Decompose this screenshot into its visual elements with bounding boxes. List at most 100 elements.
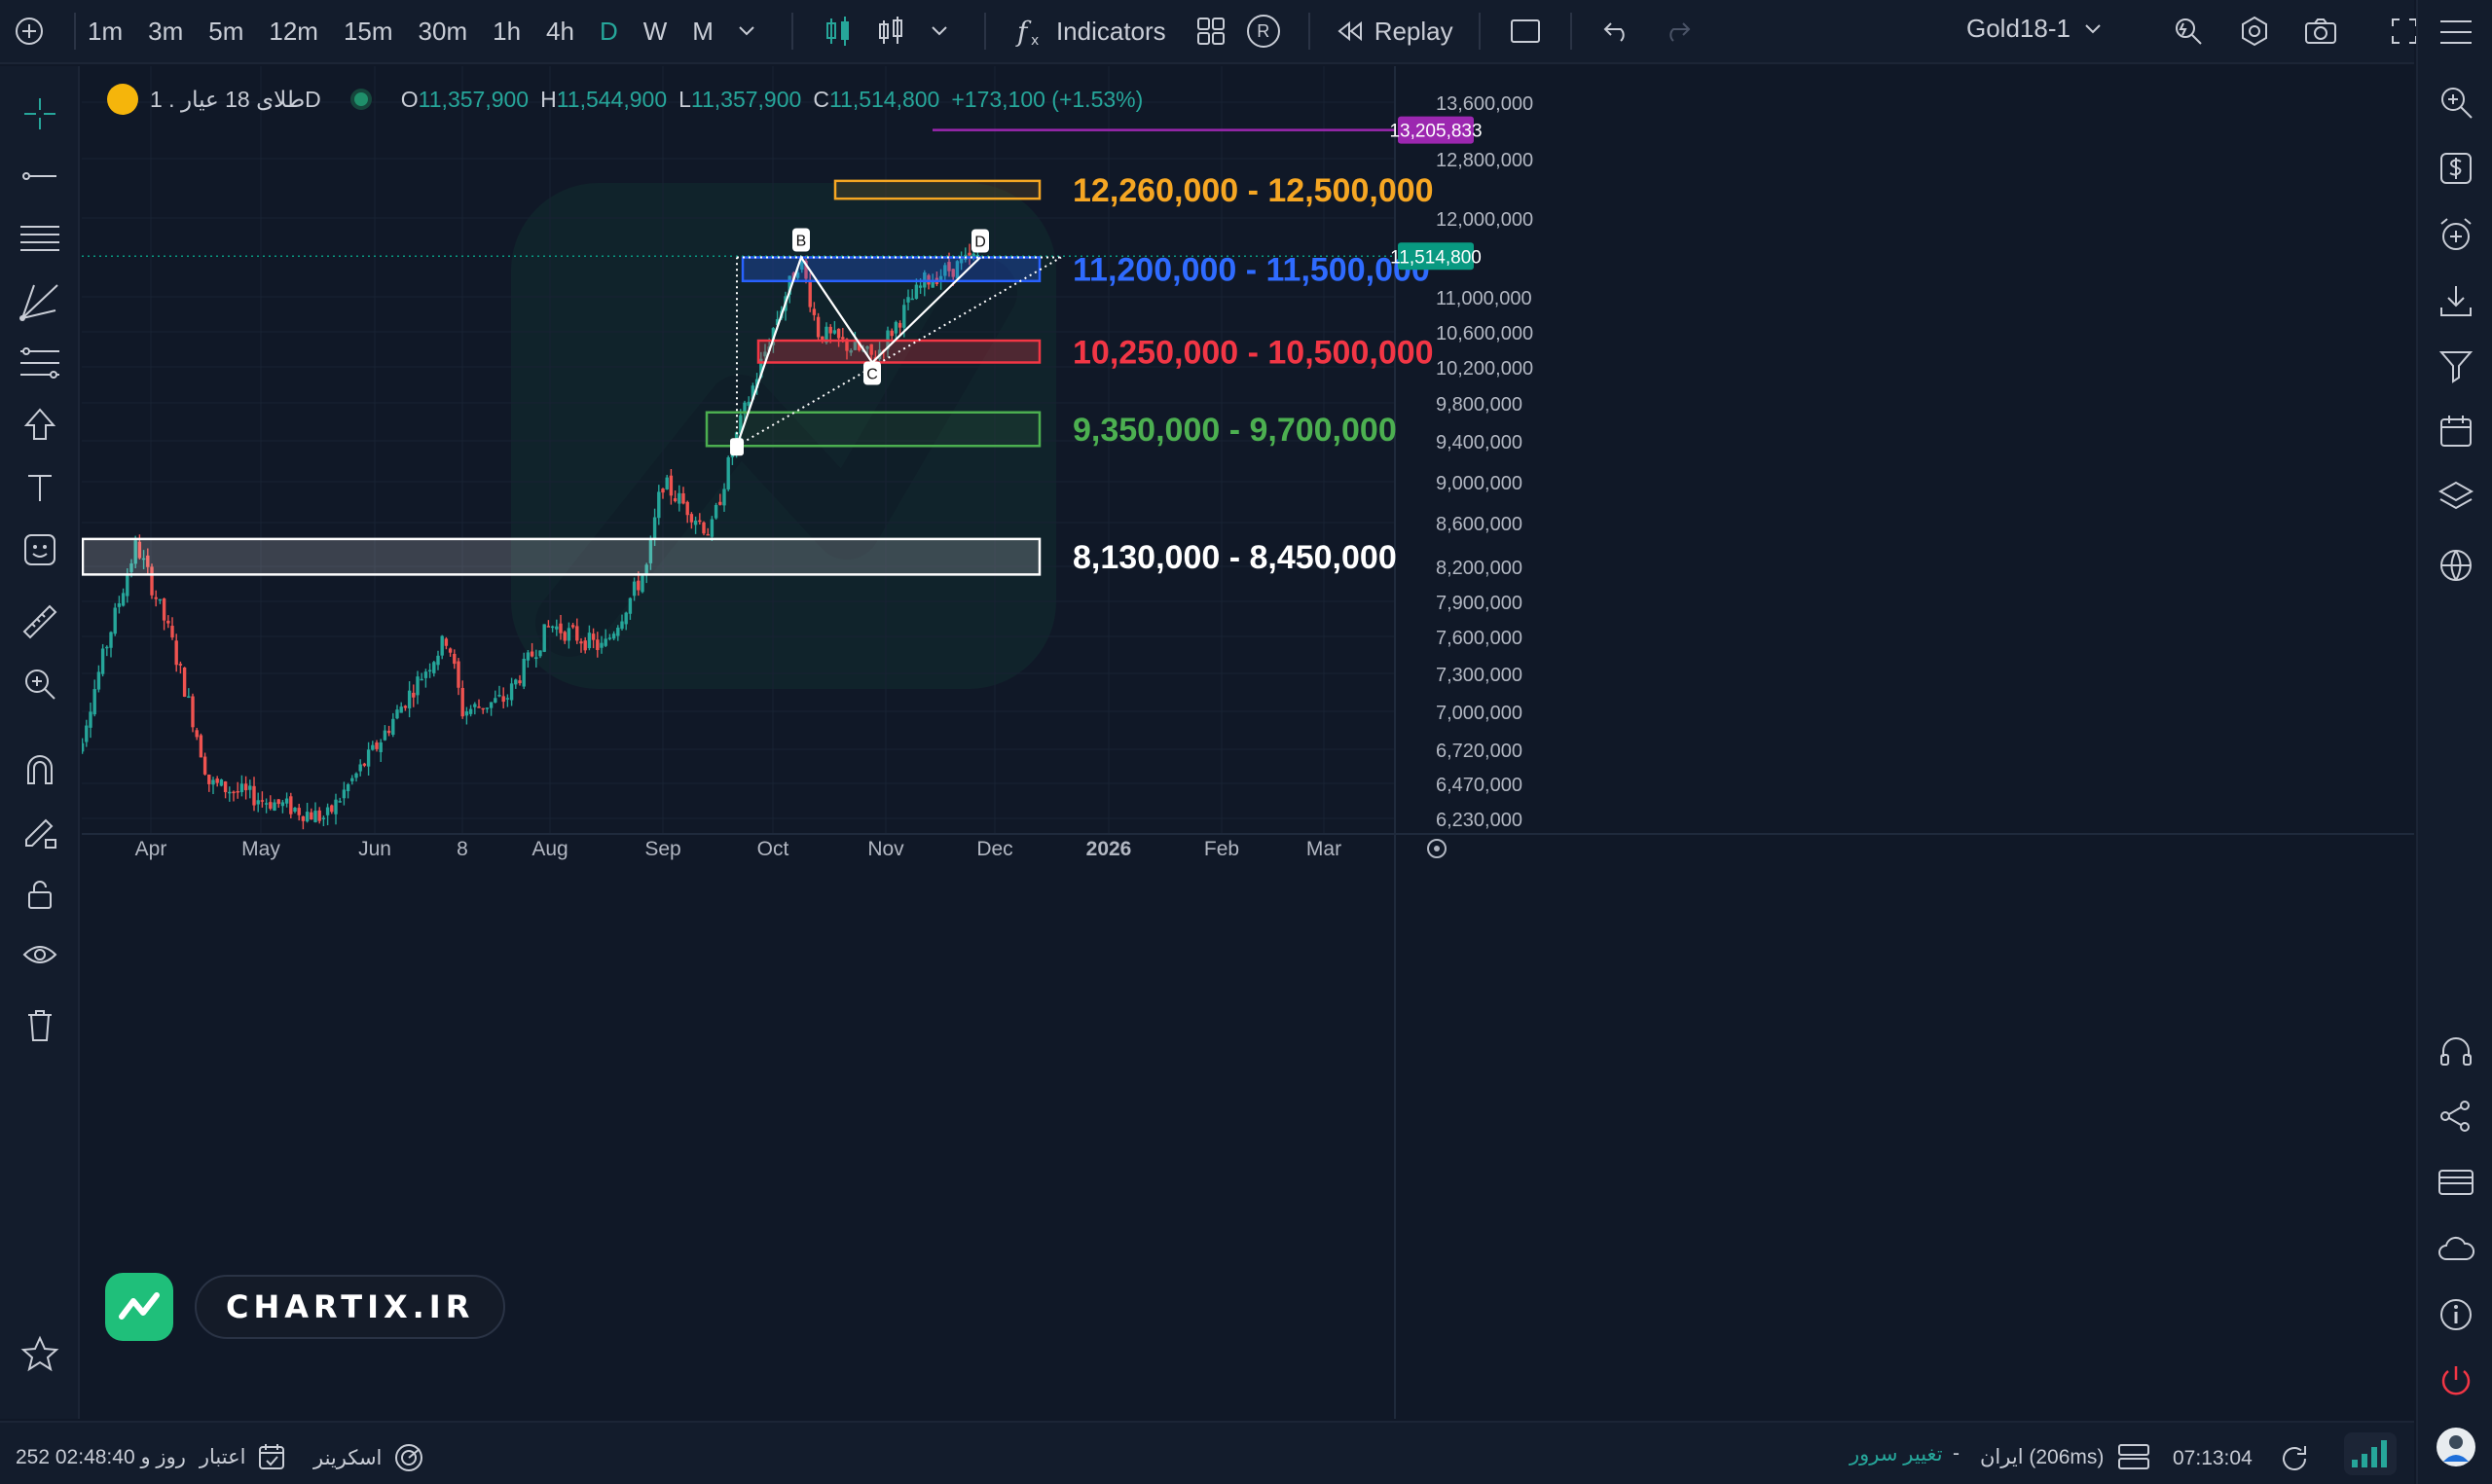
trend-line-icon[interactable]: [18, 154, 62, 199]
undo-icon[interactable]: [1597, 12, 1636, 51]
bar-chart-type-icon[interactable]: [871, 12, 910, 51]
r-badge[interactable]: R: [1244, 12, 1283, 51]
magnet-icon[interactable]: [18, 747, 62, 792]
globe-icon[interactable]: [2434, 543, 2478, 588]
add-symbol-icon[interactable]: [10, 12, 49, 51]
zone-blue[interactable]: 11,200,000 - 11,500,000: [741, 252, 1430, 289]
trash-icon[interactable]: [18, 1002, 62, 1047]
cloud-icon[interactable]: [2434, 1226, 2478, 1271]
legend-change: +173,100 (+1.53%): [951, 86, 1144, 112]
horizontal-line-price-tag: 13,205,833: [1389, 116, 1483, 144]
rectangle-select-icon[interactable]: [1506, 12, 1545, 51]
favorites-star-icon[interactable]: [18, 1331, 62, 1376]
candle: [591, 628, 596, 649]
timeframe-12m[interactable]: 12m: [269, 16, 318, 46]
zone-orange[interactable]: 12,260,000 - 12,500,000: [833, 172, 1434, 209]
candle: [550, 625, 555, 633]
fib-retracement-icon[interactable]: [18, 341, 62, 385]
candle: [747, 396, 751, 410]
candle: [669, 469, 674, 505]
chart-pane[interactable]: 14,400,00013,600,00012,800,00012,000,000…: [82, 66, 2414, 1419]
zone-white[interactable]: 8,130,000 - 8,450,000: [82, 537, 1397, 576]
camera-icon[interactable]: [2301, 12, 2340, 51]
y-tick-label: 9,800,000: [1436, 394, 1522, 416]
timeframe-M[interactable]: M: [692, 16, 714, 46]
timeframe-D[interactable]: D: [599, 16, 618, 46]
timeframe-dropdown-icon[interactable]: [727, 12, 766, 51]
power-icon[interactable]: [2434, 1358, 2478, 1403]
timeframe-1h[interactable]: 1h: [493, 16, 522, 46]
candle: [113, 602, 117, 636]
hamburger-menu-icon[interactable]: [2434, 10, 2478, 54]
candle: [391, 712, 395, 738]
pattern-point-label: B: [796, 234, 807, 250]
timeframe-4h[interactable]: 4h: [546, 16, 574, 46]
calendar-icon[interactable]: [2434, 409, 2478, 453]
quick-search-icon[interactable]: [2169, 12, 2208, 51]
settings-gear-icon[interactable]: [2235, 12, 2274, 51]
brand-logo-icon: [105, 1273, 173, 1341]
candles[interactable]: [82, 243, 980, 830]
draw-mode-lock-icon[interactable]: [18, 810, 62, 854]
ruler-icon[interactable]: [18, 599, 62, 644]
pitchfork-icon[interactable]: [18, 278, 62, 323]
candle: [522, 652, 526, 690]
zone-red[interactable]: 10,250,000 - 10,500,000: [756, 334, 1434, 371]
candle: [219, 778, 224, 787]
eye-icon[interactable]: [18, 932, 62, 977]
support-headset-icon[interactable]: [2434, 1030, 2478, 1074]
abcd-pattern[interactable]: B C D: [730, 228, 1062, 456]
dollar-icon[interactable]: [2434, 146, 2478, 191]
time-axis-settings-icon[interactable]: [1427, 839, 1447, 858]
alarm-clock-icon[interactable]: [2434, 212, 2478, 257]
candle: [330, 804, 334, 814]
rewind-icon: [1338, 20, 1362, 42]
patterns-icon[interactable]: [18, 403, 62, 448]
price-zones[interactable]: 12,260,000 - 12,500,000 11,200,000 - 11,5…: [82, 172, 1434, 576]
sticker-icon[interactable]: [18, 527, 62, 572]
credit-label: اعتبار: [199, 1445, 246, 1468]
zone-green[interactable]: 9,350,000 - 9,700,000: [705, 411, 1397, 449]
lock-icon[interactable]: [18, 872, 62, 917]
candle: [223, 780, 228, 799]
search-icon[interactable]: [2434, 80, 2478, 125]
symbol-selector[interactable]: Gold18-1: [1966, 14, 2102, 44]
timeframe-30m[interactable]: 30m: [418, 16, 468, 46]
candles-chart-type-icon[interactable]: [819, 12, 858, 51]
timeframe-3m[interactable]: 3m: [148, 16, 184, 46]
share-icon[interactable]: [2434, 1094, 2478, 1139]
layers-icon[interactable]: [2434, 475, 2478, 520]
timeframe-1m[interactable]: 1m: [88, 16, 124, 46]
filter-icon[interactable]: [2434, 343, 2478, 387]
price-chart[interactable]: 14,400,00013,600,00012,800,00012,000,000…: [82, 66, 2414, 1419]
screener-button[interactable]: اسکرینر: [313, 1442, 424, 1473]
change-server-link[interactable]: تغییر سرور: [1850, 1442, 1943, 1466]
refresh-icon[interactable]: [2278, 1442, 2311, 1475]
candle: [464, 706, 469, 725]
text-tool-icon[interactable]: [18, 465, 62, 510]
avatar[interactable]: [2434, 1425, 2478, 1469]
layout-grid-icon[interactable]: [1191, 12, 1230, 51]
timeframe-15m[interactable]: 15m: [343, 16, 393, 46]
chart-type-dropdown-icon[interactable]: [920, 12, 959, 51]
info-icon[interactable]: [2434, 1292, 2478, 1337]
redo-icon[interactable]: [1658, 12, 1697, 51]
y-tick-label: 6,470,000: [1436, 775, 1522, 796]
replay-button[interactable]: Replay: [1336, 17, 1453, 47]
timeframe-W[interactable]: W: [642, 16, 668, 46]
download-icon[interactable]: [2434, 278, 2478, 323]
timeframe-5m[interactable]: 5m: [208, 16, 244, 46]
candle: [133, 535, 137, 568]
time-axis[interactable]: Apr May Jun 8 Aug Sep Oct Nov Dec 2026 Feb Mar: [135, 838, 1341, 860]
horizontal-lines-icon[interactable]: [18, 216, 62, 261]
pattern-point-B: B: [792, 228, 810, 252]
candle: [477, 699, 481, 708]
candle: [448, 647, 453, 657]
crosshair-icon[interactable]: [18, 91, 62, 136]
credit-card-icon[interactable]: [2434, 1160, 2478, 1205]
price-axis[interactable]: 14,400,00013,600,00012,800,00012,000,000…: [1436, 66, 1533, 831]
server-status: ایران (206ms): [1980, 1442, 2150, 1471]
zoom-in-icon[interactable]: [18, 662, 62, 706]
y-tick-label: 9,000,000: [1436, 473, 1522, 494]
